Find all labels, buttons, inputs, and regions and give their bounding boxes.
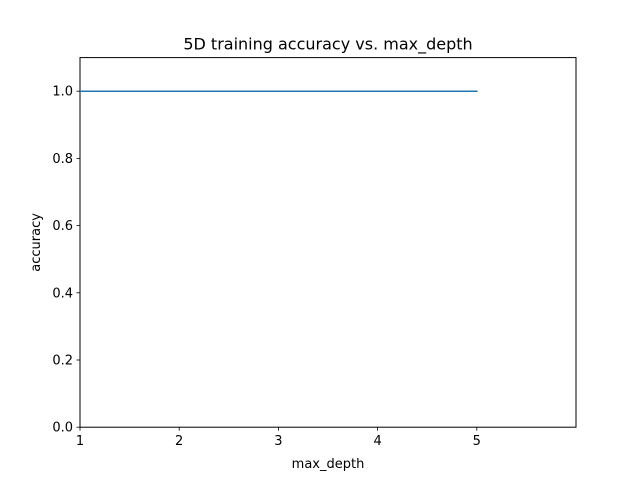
x-tick-label: 5 — [473, 434, 481, 449]
x-axis-ticks: 1 2 3 4 5 — [76, 427, 481, 449]
plot-area — [79, 57, 577, 428]
y-axis-label: accuracy — [29, 213, 44, 272]
x-tick-label: 1 — [76, 434, 84, 449]
x-tick-label: 2 — [175, 434, 183, 449]
y-tick-label: 0.0 — [52, 421, 73, 436]
axes-frame — [79, 57, 577, 428]
y-tick-label: 0.2 — [52, 354, 73, 369]
y-tick-label: 1.0 — [52, 85, 73, 100]
y-tick-label: 0.6 — [52, 219, 73, 234]
x-tick-label: 4 — [373, 434, 381, 449]
y-tick-label: 0.4 — [52, 286, 73, 301]
y-axis-ticks: 0.0 0.2 0.4 0.6 0.8 1.0 — [52, 85, 80, 436]
y-tick-label: 0.8 — [52, 152, 73, 167]
chart-title: 5D training accuracy vs. max_depth — [183, 35, 472, 55]
x-axis-label: max_depth — [292, 457, 365, 472]
x-tick-label: 3 — [274, 434, 282, 449]
